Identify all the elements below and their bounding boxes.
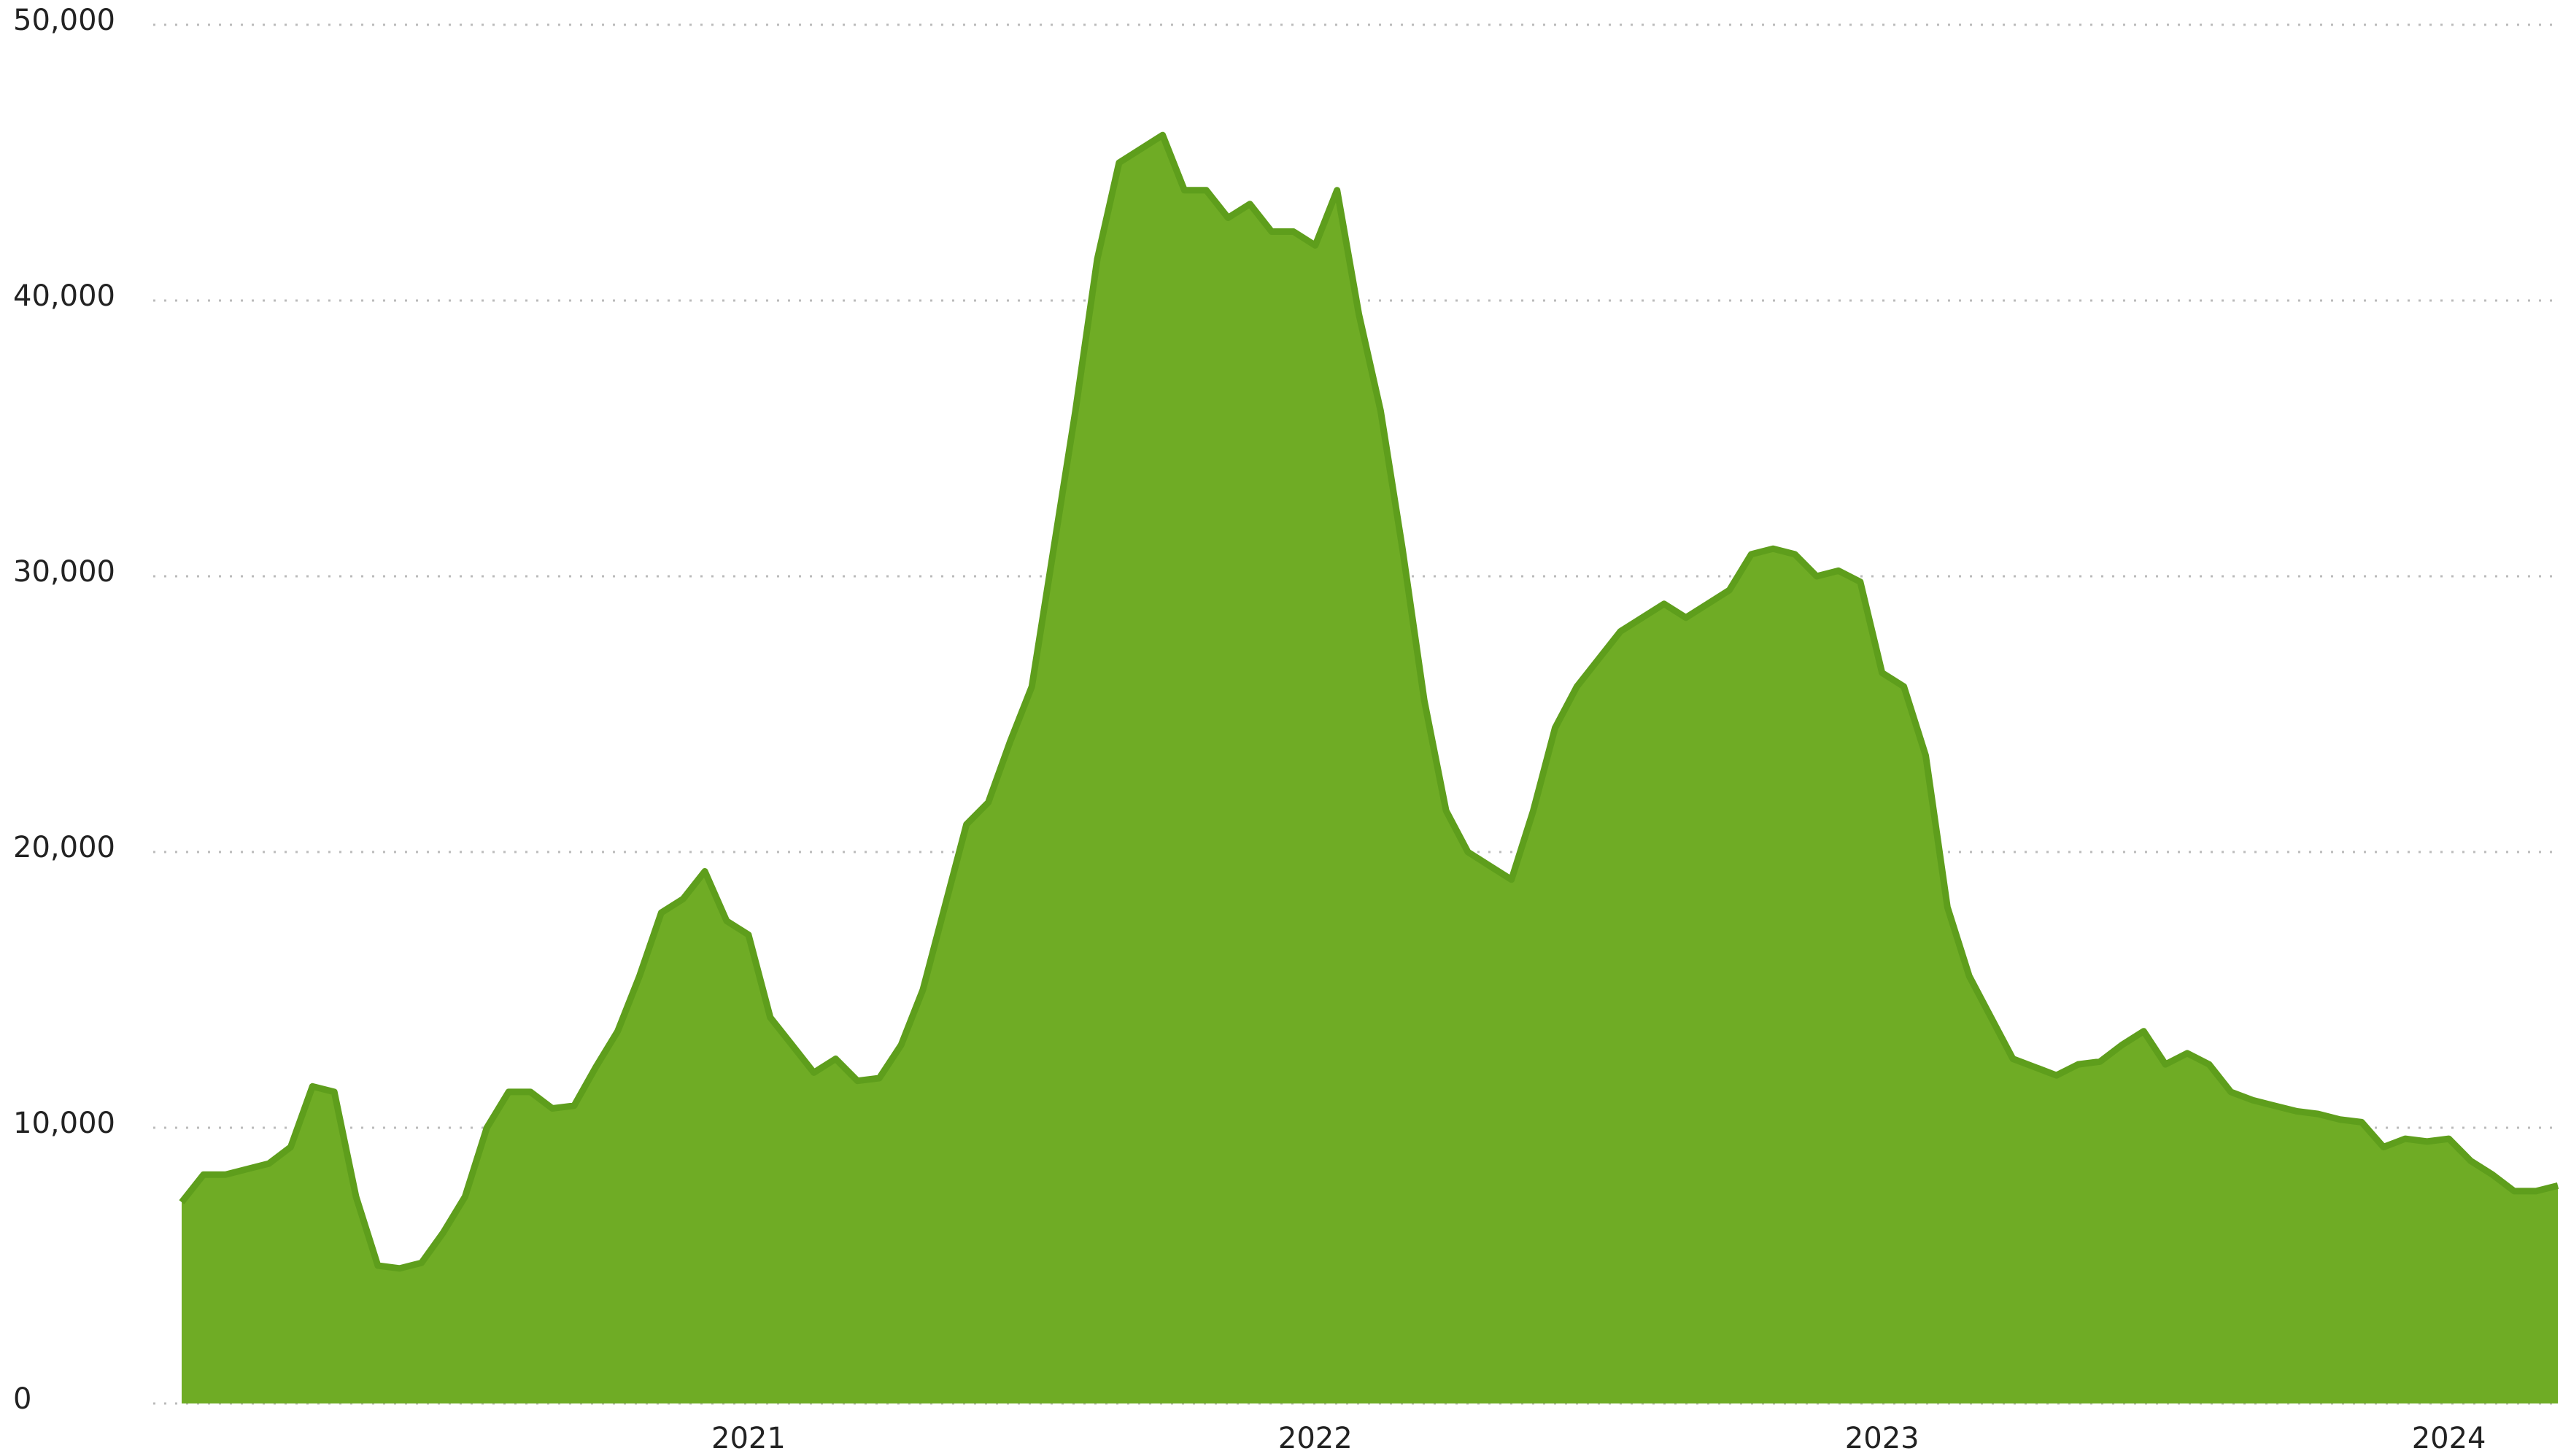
y-tick-label: 40,000	[13, 279, 115, 313]
y-tick-label: 20,000	[13, 831, 115, 864]
area	[182, 135, 2558, 1404]
y-tick-label: 10,000	[13, 1107, 115, 1140]
y-tick-label: 0	[13, 1382, 31, 1416]
y-tick-label: 30,000	[13, 555, 115, 589]
x-tick-label: 2024	[2412, 1422, 2486, 1455]
x-tick-label: 2021	[711, 1422, 786, 1455]
y-tick-label: 50,000	[13, 4, 115, 37]
x-tick-label: 2022	[1278, 1422, 1353, 1455]
area-outline	[179, 131, 2559, 1272]
x-tick-label: 2023	[1845, 1422, 1919, 1455]
